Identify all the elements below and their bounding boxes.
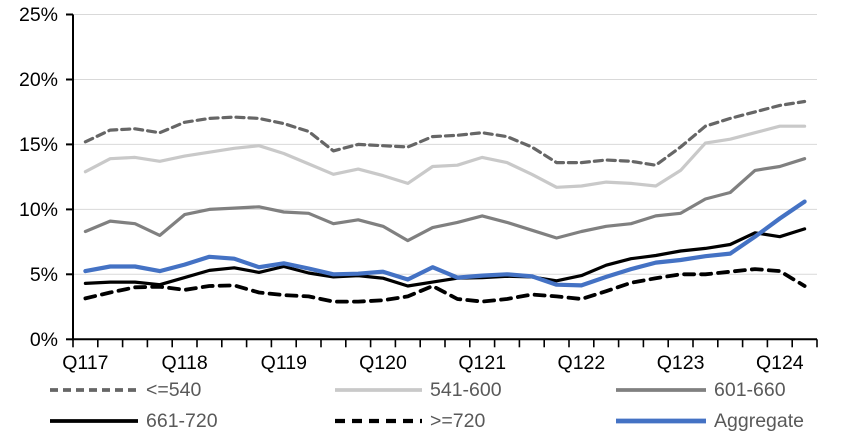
legend-item->=720: >=720 <box>335 410 485 432</box>
legend-label-Aggregate: Aggregate <box>714 410 804 432</box>
y-axis-label: 5% <box>30 264 58 286</box>
legend-item-<=540: <=540 <box>50 379 201 401</box>
series-line-601-660 <box>83 157 807 243</box>
legend-item-Aggregate: Aggregate <box>616 410 804 432</box>
x-axis-label: Q124 <box>756 352 804 374</box>
legend-item-601-660: 601-660 <box>616 379 786 401</box>
y-axis-label: 25% <box>19 4 58 26</box>
series-line-661-720 <box>83 227 807 288</box>
series-line->=720 <box>83 267 807 304</box>
legend-label-601-660: 601-660 <box>714 379 786 401</box>
series-line-541-600 <box>83 124 807 189</box>
x-axis-label: Q122 <box>558 352 606 374</box>
series-line-<=540 <box>83 99 807 167</box>
y-axis-label: 15% <box>19 134 58 156</box>
legend-label-541-600: 541-600 <box>430 379 502 401</box>
series-line-Aggregate <box>83 199 807 288</box>
x-axis-label: Q118 <box>161 352 207 374</box>
legend-label->=720: >=720 <box>430 410 485 432</box>
legend-label-<=540: <=540 <box>146 379 201 401</box>
legend-item-661-720: 661-720 <box>50 410 218 432</box>
y-axis-label: 20% <box>19 69 58 91</box>
x-axis-label: Q123 <box>657 352 705 374</box>
x-axis-label: Q120 <box>359 352 407 374</box>
legend-item-541-600: 541-600 <box>335 379 502 401</box>
y-axis-label: 0% <box>30 329 58 351</box>
x-axis-label: Q121 <box>458 352 506 374</box>
y-axis-label: 10% <box>19 199 58 221</box>
legend-label-661-720: 661-720 <box>146 410 218 432</box>
x-axis-label: Q117 <box>62 352 108 374</box>
x-axis-label: Q119 <box>261 352 307 374</box>
